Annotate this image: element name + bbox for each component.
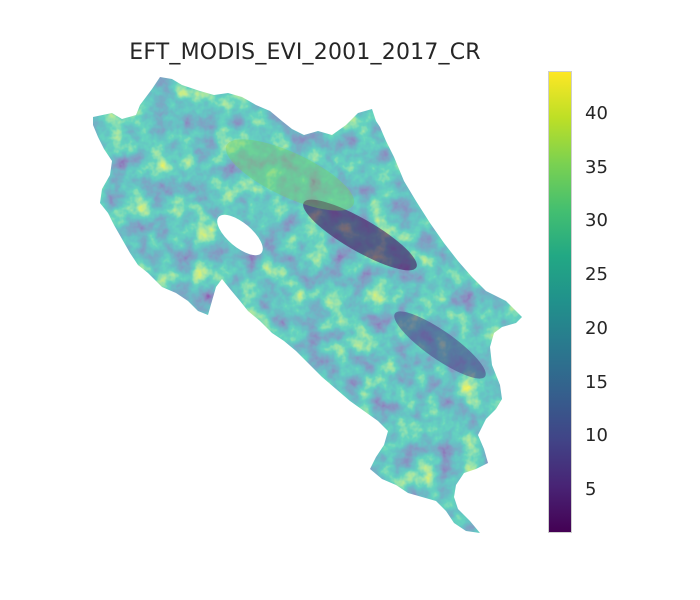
colorbar bbox=[548, 71, 572, 533]
colorbar-tick-label: 5 bbox=[585, 479, 597, 501]
colorbar-tick-label: 10 bbox=[585, 425, 608, 447]
colorbar-tick-label: 20 bbox=[585, 317, 608, 339]
colorbar-tick-label: 15 bbox=[585, 371, 608, 393]
map-title: EFT_MODIS_EVI_2001_2017_CR bbox=[129, 40, 481, 65]
colorbar-tick-label: 35 bbox=[585, 156, 608, 178]
colorbar-tick-label: 30 bbox=[585, 210, 608, 232]
colorbar-tick-label: 40 bbox=[585, 102, 608, 124]
costa-rica-raster-map bbox=[93, 77, 522, 533]
colorbar-tick-label: 25 bbox=[585, 264, 608, 286]
